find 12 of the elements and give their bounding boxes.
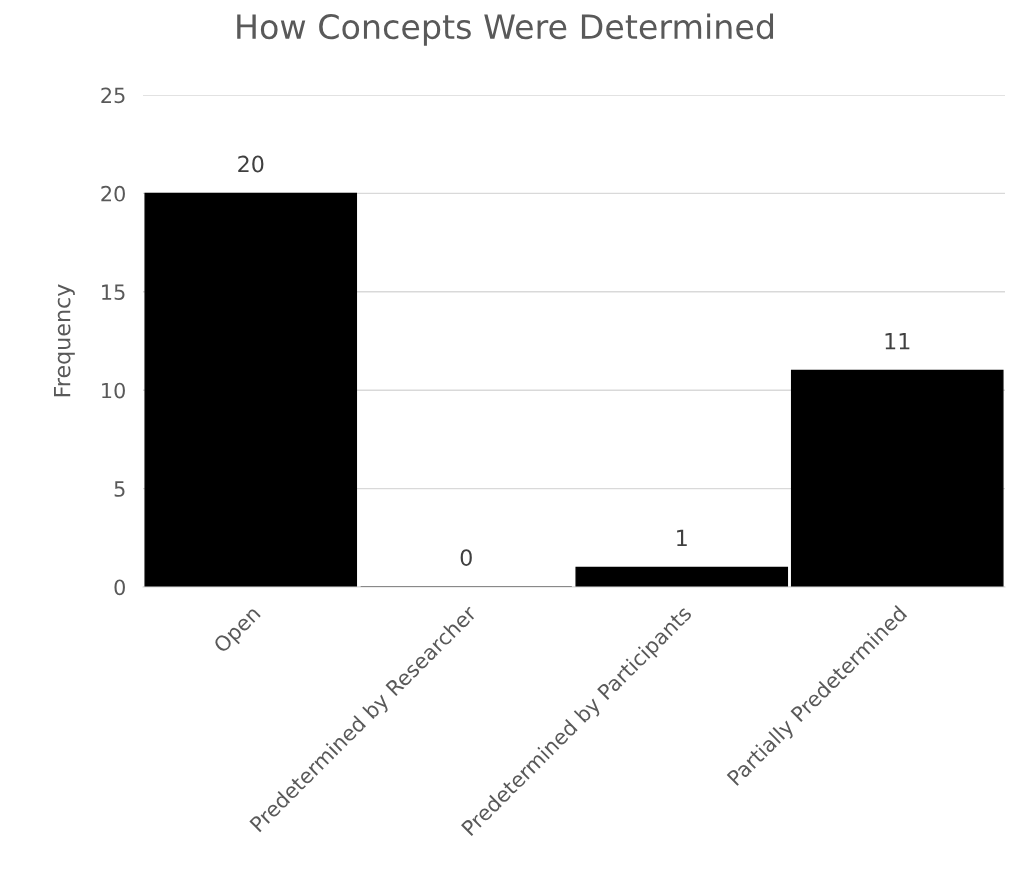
data-label: 20	[238, 155, 264, 173]
y-tick-label: 20	[101, 185, 125, 202]
y-tick-label: 5	[114, 481, 125, 497]
y-tick-label: 15	[102, 284, 125, 301]
data-label: 11	[885, 333, 910, 350]
data-label: 0	[460, 549, 472, 567]
y-axis-title: Frequency	[54, 284, 75, 397]
y-tick-label: 0	[114, 579, 125, 596]
data-label: 1	[677, 529, 687, 547]
y-tick-label: 10	[102, 382, 125, 399]
chart-title: How Concepts Were Determined	[237, 13, 774, 46]
y-tick-label: 25	[101, 87, 125, 104]
